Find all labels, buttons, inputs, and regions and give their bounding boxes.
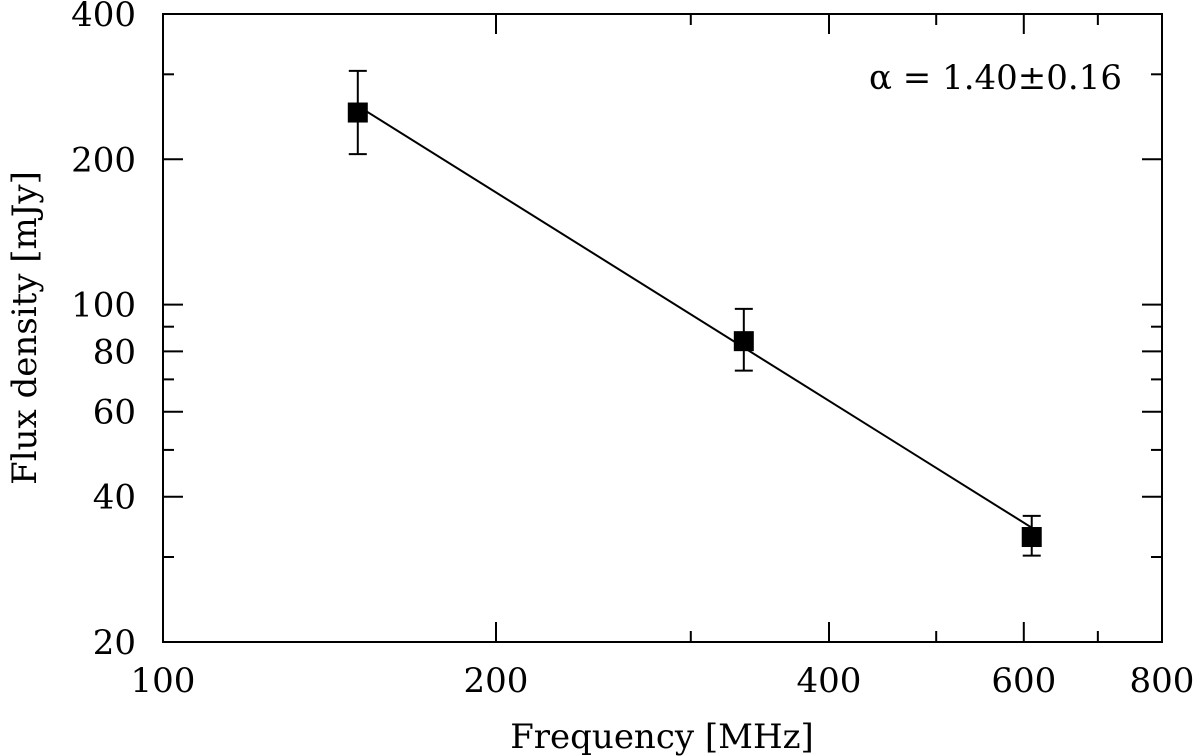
- points-layer: [347, 69, 1042, 557]
- ticks-layer: [163, 14, 1162, 642]
- fit-layer: [357, 105, 1033, 529]
- x-tick-label: 100: [131, 661, 196, 701]
- y-axis-label: Flux density [mJy]: [5, 171, 45, 485]
- y-tick-label: 200: [71, 140, 136, 180]
- x-tick-label: 400: [797, 661, 862, 701]
- y-tick-label: 60: [93, 393, 136, 433]
- y-tick-label: 40: [93, 478, 136, 518]
- y-tick-label: 80: [93, 332, 136, 372]
- y-tick-label: 20: [93, 623, 136, 663]
- y-tick-label: 100: [71, 286, 136, 326]
- plot-frame: [162, 13, 1163, 643]
- alpha-annotation: α = 1.40±0.16: [869, 58, 1122, 98]
- x-tick-label: 200: [464, 661, 529, 701]
- data-point: [1021, 527, 1042, 548]
- data-point: [733, 331, 754, 352]
- y-tick-label: 400: [71, 0, 136, 35]
- fit-line: [357, 105, 1033, 529]
- x-axis-label: Frequency [MHz]: [510, 717, 814, 756]
- x-tick-label: 600: [991, 661, 1056, 701]
- data-point: [347, 102, 368, 123]
- x-tick-label: 800: [1130, 661, 1195, 701]
- labels-layer: 100 200 400 600 800 20 40 60 80 100 200 400: [71, 0, 1194, 701]
